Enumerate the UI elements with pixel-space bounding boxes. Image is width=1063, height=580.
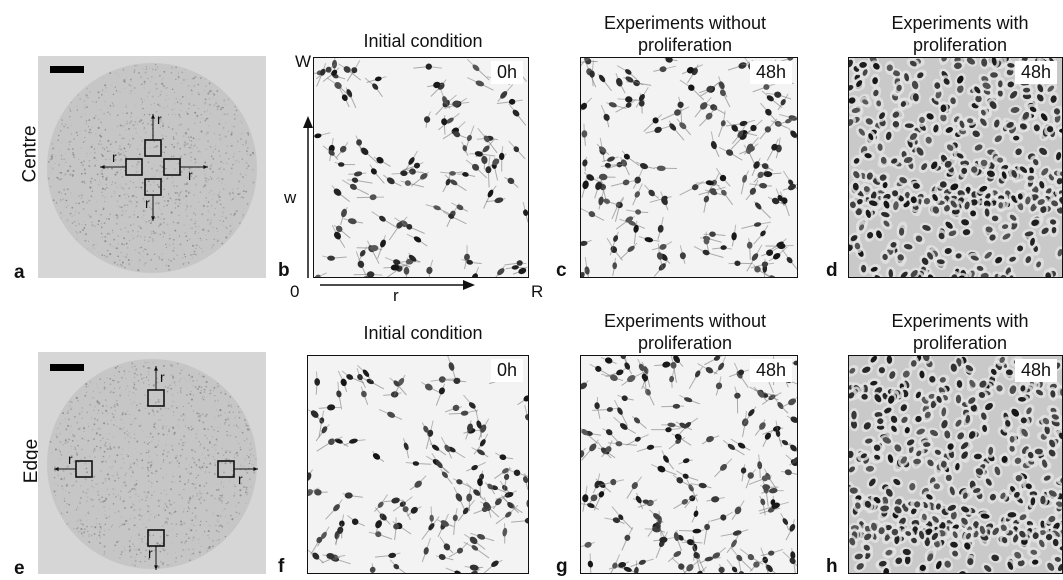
micrograph: 48h [580, 57, 798, 278]
panel-letter-h: h [826, 556, 838, 578]
dish-svg: r r r r [38, 56, 266, 278]
panel-title: Experiments without proliferation [560, 12, 810, 56]
time-label: 48h [1015, 61, 1057, 84]
scale-bar [50, 364, 84, 371]
axis-label-W: W [295, 52, 311, 72]
dish-image-edge: r r r r [38, 352, 266, 574]
time-label: 48h [750, 61, 792, 84]
axis-label-r: r [393, 286, 399, 306]
panel-letter-b: b [278, 260, 290, 282]
panel-title: Experiments with proliferation [860, 310, 1060, 354]
panel-letter-d: d [826, 260, 838, 282]
time-label: 0h [491, 359, 523, 382]
panel-title: Initial condition [318, 322, 528, 344]
micrograph: 0h [313, 57, 529, 278]
svg-text:r: r [188, 167, 193, 183]
panel-letter-e: e [14, 558, 25, 580]
time-label: 0h [491, 61, 523, 84]
axis-label-origin: 0 [290, 282, 299, 302]
micrograph: 48h [848, 355, 1063, 574]
panel-letter-g: g [556, 556, 568, 578]
micrograph: 0h [307, 355, 529, 574]
dish-svg: r r r r [38, 352, 266, 574]
panel-letter-f: f [278, 556, 284, 578]
panel-letter-c: c [556, 260, 567, 282]
svg-text:r: r [68, 451, 73, 467]
scale-bar [50, 66, 84, 73]
micrograph: 48h [848, 57, 1063, 278]
axis-label-R: R [531, 282, 543, 302]
panel-title: Experiments without proliferation [560, 310, 810, 354]
svg-text:r: r [160, 369, 165, 385]
svg-text:r: r [238, 471, 243, 487]
svg-text:r: r [157, 111, 162, 127]
micrograph: 48h [580, 355, 798, 574]
panel-letter-a: a [14, 262, 25, 284]
axis-label-w: w [284, 188, 296, 208]
time-label: 48h [750, 359, 792, 382]
svg-text:r: r [148, 545, 153, 561]
panel-title: Experiments with proliferation [860, 12, 1060, 56]
cell [954, 392, 964, 406]
dish-image-centre: r r r r [38, 56, 266, 278]
time-label: 48h [1015, 359, 1057, 382]
panel-title: Initial condition [318, 30, 528, 52]
svg-text:r: r [145, 195, 150, 211]
svg-text:r: r [112, 149, 117, 165]
